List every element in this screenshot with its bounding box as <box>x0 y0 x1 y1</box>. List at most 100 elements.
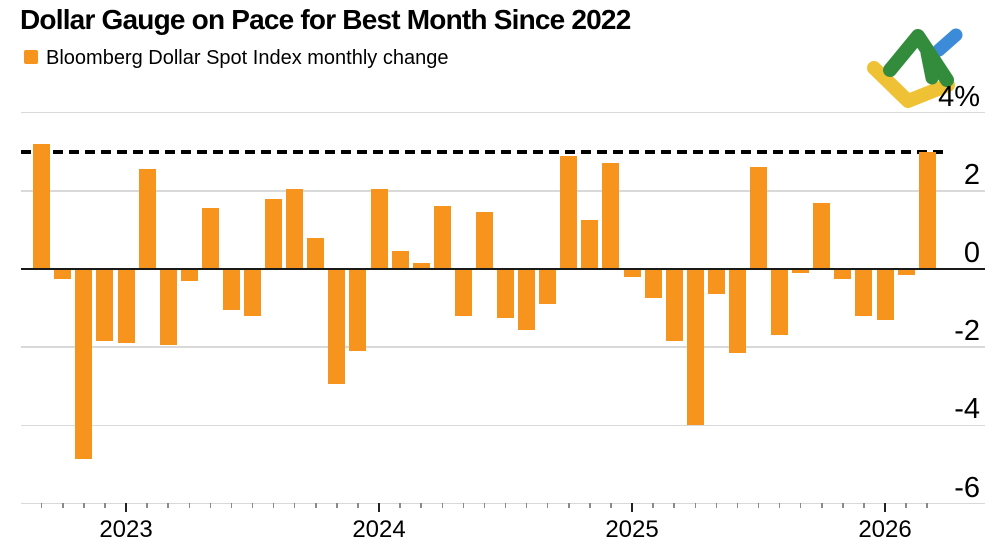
x-axis-minor-tick <box>778 503 781 508</box>
x-axis-minor-tick <box>568 503 570 508</box>
bar <box>433 206 451 269</box>
x-axis-minor-tick <box>420 503 422 508</box>
bar <box>180 269 198 281</box>
litefinance-logo-icon <box>867 28 963 108</box>
gridline <box>21 190 985 192</box>
bar <box>391 251 409 269</box>
bar <box>834 269 852 279</box>
x-axis-major-tick <box>630 503 634 512</box>
bar <box>750 167 768 269</box>
x-axis-minor-tick <box>799 503 802 508</box>
bar <box>159 269 177 346</box>
x-axis-minor-tick <box>610 503 612 508</box>
bar <box>54 269 72 279</box>
x-axis-minor-tick <box>525 503 528 508</box>
bar <box>33 143 51 269</box>
bar <box>918 151 936 269</box>
y-axis-label: -4 <box>954 393 980 426</box>
x-axis-minor-tick <box>715 503 718 508</box>
bar <box>581 220 599 269</box>
bar <box>897 269 915 275</box>
bar <box>855 269 873 316</box>
x-axis-minor-tick <box>399 503 401 508</box>
gridline <box>21 502 985 505</box>
x-axis-year-label: 2023 <box>99 516 153 543</box>
bar <box>771 269 789 336</box>
x-axis-minor-tick <box>905 503 907 508</box>
zero-line <box>21 267 985 271</box>
bar <box>876 269 894 320</box>
x-axis-minor-tick <box>188 503 191 508</box>
x-axis-year-label: 2025 <box>605 516 659 543</box>
bar <box>412 263 430 269</box>
x-axis-minor-tick <box>736 503 739 508</box>
x-axis-minor-tick <box>336 503 338 508</box>
x-axis-minor-tick <box>146 503 148 508</box>
x-axis-minor-tick <box>230 503 233 508</box>
bar <box>265 198 283 269</box>
y-axis-label: 2 <box>963 158 980 191</box>
bar <box>138 169 156 269</box>
x-axis-minor-tick <box>652 503 654 508</box>
bar <box>813 202 831 269</box>
x-axis-minor-tick <box>83 503 85 508</box>
bar <box>328 269 346 385</box>
y-axis-label: -6 <box>954 471 980 504</box>
reference-dashed-line <box>21 149 944 154</box>
x-axis-minor-tick <box>926 503 928 508</box>
x-axis-minor-tick <box>357 503 359 508</box>
x-axis-minor-tick <box>546 503 549 508</box>
x-axis-minor-tick <box>293 503 296 508</box>
bar <box>244 269 262 316</box>
x-axis-minor-tick <box>589 503 591 508</box>
x-axis-minor-tick <box>842 503 844 508</box>
bar <box>665 269 683 342</box>
bar <box>475 212 493 269</box>
gridline <box>21 346 985 348</box>
bar <box>623 269 641 277</box>
x-axis-minor-tick <box>504 503 507 508</box>
x-axis-major-tick <box>883 503 887 512</box>
y-axis-label: 0 <box>963 237 980 269</box>
x-axis-minor-tick <box>104 503 106 508</box>
x-axis-minor-tick <box>167 503 169 508</box>
y-axis-label: -2 <box>954 315 980 348</box>
bar <box>307 237 325 269</box>
gridline <box>21 111 985 114</box>
bar <box>454 269 472 316</box>
chart-title: Dollar Gauge on Pace for Best Month Sinc… <box>20 4 631 35</box>
bar <box>728 269 746 354</box>
bar <box>286 188 304 269</box>
bar <box>117 269 135 344</box>
x-axis-minor-tick <box>251 503 254 508</box>
bar <box>686 269 704 426</box>
x-axis-minor-tick <box>863 503 865 508</box>
x-axis-minor-tick <box>821 503 823 508</box>
bar <box>560 155 578 269</box>
x-axis-minor-tick <box>315 503 317 508</box>
y-axis-label: 4% <box>938 80 980 113</box>
bar <box>518 269 536 330</box>
x-axis-year-label: 2026 <box>858 516 912 543</box>
x-axis-year-label: 2024 <box>352 516 406 543</box>
x-axis-minor-tick <box>40 503 43 508</box>
bar <box>222 269 240 311</box>
x-axis-minor-tick <box>673 503 675 508</box>
bar <box>96 269 114 342</box>
bar <box>75 269 93 459</box>
x-axis-minor-tick <box>272 503 275 508</box>
x-axis-minor-tick <box>62 503 64 508</box>
bar <box>644 269 662 299</box>
x-axis-major-tick <box>124 503 128 512</box>
bar <box>497 269 515 318</box>
x-axis-major-tick <box>377 503 381 512</box>
bar <box>602 163 620 269</box>
x-axis-minor-tick <box>483 503 486 508</box>
bar <box>539 269 557 305</box>
x-axis-minor-tick <box>441 503 444 508</box>
x-axis-minor-tick <box>462 503 465 508</box>
bar <box>201 208 219 269</box>
legend-label: Bloomberg Dollar Spot Index monthly chan… <box>46 47 449 69</box>
